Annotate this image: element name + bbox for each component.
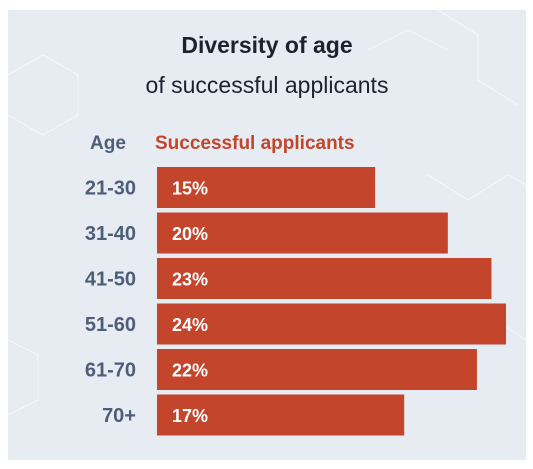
chart-title: Diversity of age (181, 32, 353, 58)
bar-70+ (157, 394, 405, 436)
value-label: 15% (172, 179, 208, 199)
category-header: Age (90, 133, 126, 154)
bar-41-50 (157, 258, 492, 299)
category-label: 21-30 (85, 178, 136, 200)
category-label: 41-50 (85, 269, 136, 291)
value-label: 24% (172, 315, 208, 335)
value-label: 17% (172, 406, 208, 426)
value-header: Successful applicants (155, 133, 355, 154)
bar-chart: 21-30 15% 31-40 20% 41-50 23% 51-60 24% 61-70 22%… (85, 167, 506, 436)
bar-51-60 (157, 303, 506, 345)
category-label: 31-40 (85, 223, 136, 245)
bar-31-40 (157, 212, 448, 254)
category-label: 61-70 (85, 360, 136, 382)
bar-61-70 (157, 349, 477, 390)
value-label: 23% (172, 270, 208, 290)
chart-panel: Diversity of age of successful applicant… (8, 10, 526, 460)
category-label: 51-60 (85, 314, 136, 336)
category-label: 70+ (102, 405, 136, 427)
chart-subtitle: of successful applicants (145, 72, 389, 98)
bar-21-30 (157, 167, 376, 208)
value-label: 22% (172, 361, 208, 381)
value-label: 20% (172, 224, 208, 244)
